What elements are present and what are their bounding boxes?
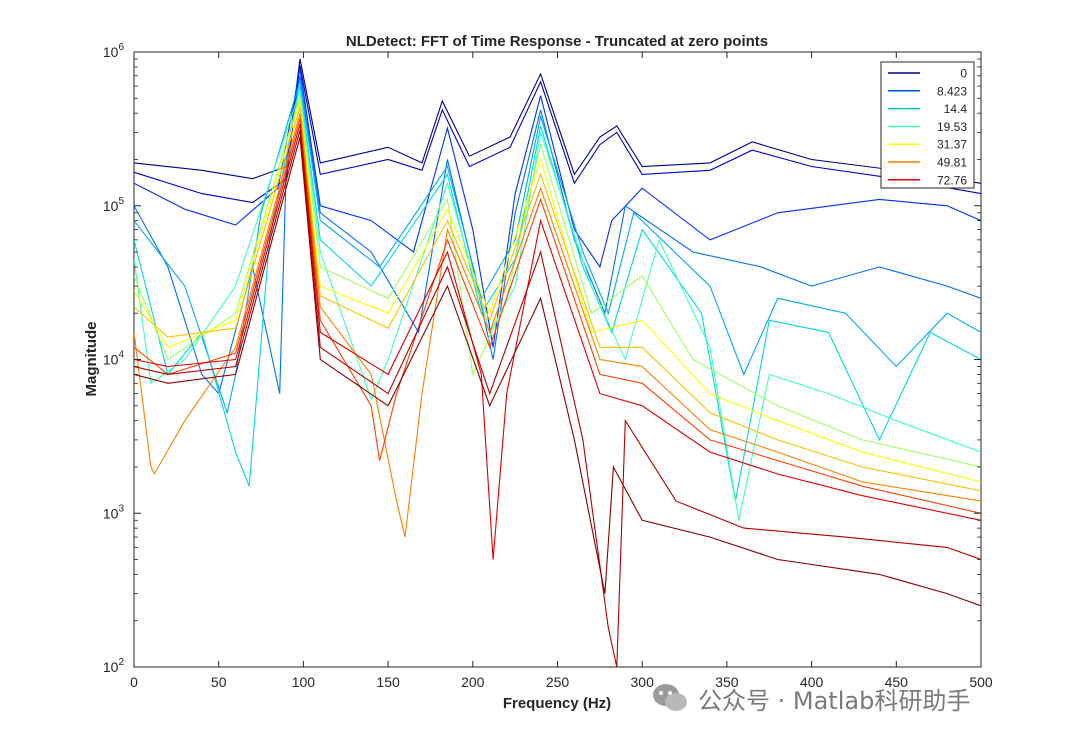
legend-label: 31.37 (937, 138, 967, 152)
x-tick-label: 350 (715, 674, 739, 690)
series-line-11 (134, 113, 981, 538)
series-line-15 (134, 136, 981, 607)
plot-area (133, 51, 982, 668)
y-axis-label: Magnitude (83, 322, 100, 397)
legend-label: 19.53 (937, 120, 967, 134)
legend-box (880, 61, 975, 189)
y-tick-label: 103 (103, 503, 125, 521)
series-layer (134, 58, 981, 667)
y-tick-label: 106 (103, 42, 125, 60)
series-line-5 (134, 80, 981, 415)
y-tick-label: 102 (103, 657, 125, 675)
chart-title: NLDetect: FFT of Time Response - Truncat… (346, 33, 768, 50)
series-line-13 (134, 123, 981, 560)
series-line-8 (134, 95, 981, 468)
legend-label: 0 (960, 67, 967, 81)
series-line-2 (134, 65, 981, 204)
x-tick-label: 150 (376, 674, 400, 690)
x-axis: 0 50 100 150 200 250 300 350 400 450 500 (130, 52, 993, 690)
x-tick-label: 50 (211, 674, 227, 690)
legend-label: 8.423 (937, 84, 967, 98)
legend: 0 8.423 14.4 19.53 31.37 49.81 72.76 (880, 61, 975, 189)
x-tick-label: 300 (631, 674, 655, 690)
legend-label: 49.81 (937, 156, 967, 170)
legend-label: 14.4 (944, 102, 968, 116)
watermark-text: 公众号 · Matlab科研助手 (698, 686, 971, 715)
legend-label: 72.76 (937, 173, 967, 187)
x-tick-label: 500 (969, 674, 993, 690)
x-tick-label: 400 (800, 674, 824, 690)
x-tick-label: 0 (130, 674, 138, 690)
series-line-9 (134, 100, 981, 483)
y-axis: 102 103 104 105 106 (103, 42, 981, 675)
x-tick-label: 250 (546, 674, 570, 690)
y-tick-label: 105 (103, 196, 125, 214)
watermark: 公众号 · Matlab科研助手 (650, 676, 970, 720)
series-line-10 (134, 106, 981, 492)
x-tick-label: 100 (292, 674, 316, 690)
x-tick-label: 450 (885, 674, 909, 690)
y-tick-label: 104 (103, 350, 125, 368)
wechat-icon (653, 684, 687, 711)
series-line-7 (134, 90, 981, 521)
series-line-14 (134, 130, 981, 667)
series-line-12 (134, 118, 981, 514)
x-axis-label: Frequency (Hz) (503, 695, 611, 712)
x-tick-label: 200 (461, 674, 485, 690)
